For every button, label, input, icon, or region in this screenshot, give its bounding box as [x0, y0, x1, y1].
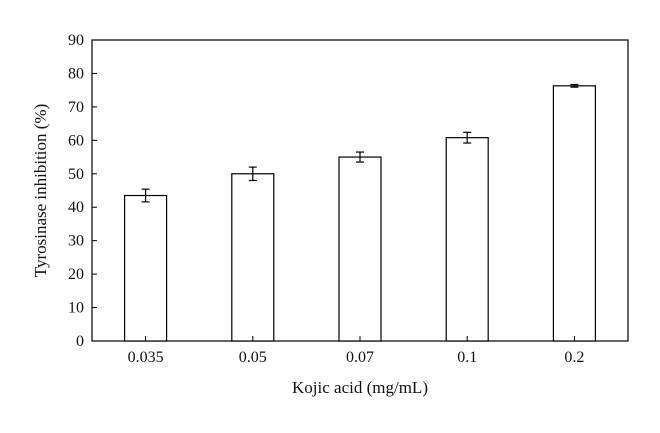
y-tick-label: 50: [68, 166, 84, 183]
y-axis-title: Tyrosinase inhibition (%): [31, 104, 50, 278]
y-tick-label: 70: [68, 99, 84, 116]
x-tick-label: 0.07: [346, 349, 374, 366]
y-tick-label: 0: [76, 333, 84, 350]
x-axis-title: Kojic acid (mg/mL): [292, 378, 428, 397]
bar: [338, 156, 382, 342]
bar: [123, 194, 168, 342]
bar: [231, 173, 275, 342]
y-tick-label: 60: [68, 132, 84, 149]
y-tick-label: 30: [68, 233, 84, 250]
x-tick-label: 0.2: [564, 349, 584, 366]
y-tick-label: 10: [68, 300, 84, 317]
y-tick-label: 20: [68, 266, 84, 283]
x-tick-label: 0.05: [239, 349, 267, 366]
bar: [445, 137, 489, 342]
y-tick-label: 40: [68, 199, 84, 216]
x-tick-label: 0.1: [457, 349, 477, 366]
y-tick-label: 80: [68, 65, 84, 82]
plot-area: 0 10 20 30 40 50 60 70 80 90 0.035 0.05 0.07 0.1 0.2: [68, 32, 629, 366]
bar: [552, 85, 597, 342]
y-tick-label: 90: [68, 32, 84, 49]
x-tick-label: 0.035: [128, 349, 164, 366]
